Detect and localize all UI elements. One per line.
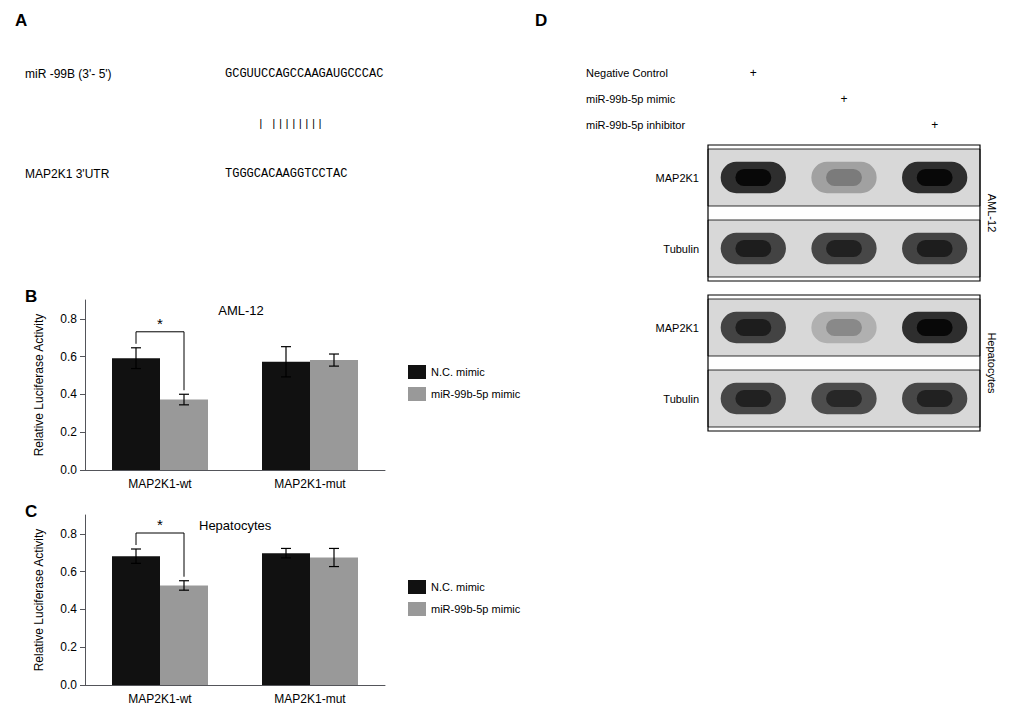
svg-text:+: + [931, 118, 938, 132]
svg-text:MAP2K1-wt: MAP2K1-wt [128, 692, 192, 706]
svg-text:0.6: 0.6 [60, 350, 77, 364]
svg-text:C: C [25, 502, 37, 521]
svg-text:A: A [15, 11, 27, 30]
svg-text:Relative Luciferase Activity: Relative Luciferase Activity [32, 314, 46, 457]
svg-text:MAP2K1-wt: MAP2K1-wt [128, 477, 192, 491]
svg-text:miR-99b-5p inhibitor: miR-99b-5p inhibitor [586, 119, 685, 131]
svg-text:miR-99b-5p mimic: miR-99b-5p mimic [431, 388, 521, 400]
svg-text:*: * [157, 315, 163, 332]
svg-text:AML-12: AML-12 [218, 303, 264, 318]
svg-text:Tubulin: Tubulin [663, 393, 699, 405]
svg-text:0.0: 0.0 [60, 678, 77, 692]
svg-text:AML-12: AML-12 [986, 194, 998, 233]
svg-text:B: B [25, 287, 37, 306]
svg-text:miR-99b-5p mimic: miR-99b-5p mimic [586, 93, 676, 105]
svg-text:Hepatocytes: Hepatocytes [199, 518, 272, 533]
svg-text:| ||||||||: | |||||||| [257, 118, 323, 130]
svg-text:MAP2K1-mut: MAP2K1-mut [274, 477, 346, 491]
svg-text:0.8: 0.8 [60, 312, 77, 326]
svg-text:N.C. mimic: N.C. mimic [431, 366, 485, 378]
svg-text:MAP2K1-mut: MAP2K1-mut [274, 692, 346, 706]
svg-text:Negative Control: Negative Control [586, 67, 668, 79]
svg-text:MAP2K1: MAP2K1 [656, 322, 699, 334]
svg-text:Relative Luciferase Activity: Relative Luciferase Activity [32, 529, 46, 672]
svg-text:0.2: 0.2 [60, 640, 77, 654]
svg-text:MAP2K1 3'UTR: MAP2K1 3'UTR [25, 167, 110, 181]
svg-text:+: + [840, 92, 847, 106]
svg-text:miR -99B (3'- 5'): miR -99B (3'- 5') [25, 67, 112, 81]
svg-text:+: + [750, 66, 757, 80]
svg-text:0.2: 0.2 [60, 425, 77, 439]
svg-text:0.8: 0.8 [60, 527, 77, 541]
svg-text:GCGUUCCAGCCAAGAUGCCCAC: GCGUUCCAGCCAAGAUGCCCAC [225, 67, 383, 81]
svg-text:*: * [157, 516, 163, 533]
svg-text:N.C. mimic: N.C. mimic [431, 581, 485, 593]
svg-text:Hepatocytes: Hepatocytes [986, 332, 998, 394]
svg-text:0.4: 0.4 [60, 387, 77, 401]
svg-text:miR-99b-5p mimic: miR-99b-5p mimic [431, 603, 521, 615]
svg-text:0.0: 0.0 [60, 463, 77, 477]
svg-text:MAP2K1: MAP2K1 [656, 172, 699, 184]
svg-text:TGGGCACAAGGTCCTAC: TGGGCACAAGGTCCTAC [225, 167, 347, 181]
svg-text:0.6: 0.6 [60, 565, 77, 579]
svg-text:0.4: 0.4 [60, 602, 77, 616]
svg-text:D: D [535, 11, 547, 30]
svg-text:Tubulin: Tubulin [663, 243, 699, 255]
